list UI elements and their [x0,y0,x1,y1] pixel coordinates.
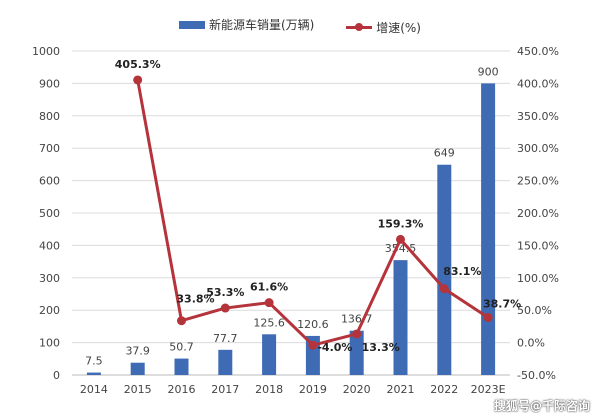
legend-swatch-bar [179,20,205,29]
line-data-label: 159.3% [378,217,424,230]
watermark: 搜狐号@千际咨询 [493,399,590,413]
bar [393,260,408,375]
y-right-tick-label: 450.0% [517,45,559,58]
bar [481,83,496,376]
x-tick-label: 2019 [299,383,327,396]
x-tick-label: 2018 [255,383,283,396]
y-right-tick-label: 100.0% [517,272,559,285]
x-tick-label: 2017 [211,383,239,396]
y-right-tick-label: 300.0% [517,142,559,155]
line-point [439,284,449,294]
x-tick-label: 2016 [168,383,196,396]
line-point [264,298,274,308]
line-point [308,340,318,350]
bar-data-label: 77.7 [213,332,238,345]
y-left-tick-label: 300 [39,272,60,285]
y-right-tick-label: 150.0% [517,239,559,252]
line-data-label: 61.6% [250,281,288,294]
y-left-tick-label: 0 [53,369,60,382]
bar-data-label: 120.6 [297,318,329,331]
bar [262,334,277,375]
bar-data-label: 50.7 [169,341,194,354]
bar-data-label: 7.5 [85,355,103,368]
line-point [483,313,493,323]
x-tick-label: 2022 [430,383,458,396]
y-right-tick-label: -50.0% [517,369,556,382]
line-data-label: 53.3% [206,286,244,299]
legend-swatch-line [346,22,373,31]
y-left-tick-label: 900 [39,77,60,90]
y-left-tick-label: 600 [39,175,60,188]
line-data-label: 83.1% [443,265,481,278]
legend: 新能源车销量(万辆) 增速(%) [0,16,600,36]
x-tick-label: 2023E [471,383,506,396]
line-data-label: 13.3% [362,341,400,354]
x-tick-label: 2015 [124,383,152,396]
y-left-tick-label: 400 [39,239,60,252]
bar [349,330,364,375]
y-left-tick-label: 200 [39,304,60,317]
legend-label-sales: 新能源车销量(万辆) [209,18,315,32]
bar-data-label: 900 [478,65,499,78]
line-point [220,303,230,313]
y-left-tick-label: 800 [39,110,60,123]
line-data-label: -4.0% [317,341,352,354]
bar-data-label: 649 [434,147,455,160]
line-data-label: 405.3% [115,58,161,71]
y-right-tick-label: 400.0% [517,77,559,90]
line-point [352,329,362,339]
legend-item-growth: 增速(%) [346,19,421,36]
bar [130,362,145,375]
line-point [177,316,186,326]
line-data-label: 38.7% [483,298,521,311]
x-tick-label: 2021 [387,383,415,396]
y-left-tick-label: 500 [39,207,60,220]
y-left-tick-label: 700 [39,142,60,155]
y-left-tick-label: 1000 [32,45,60,58]
bar [86,372,101,375]
y-right-tick-label: 50.0% [517,304,552,317]
bar-data-label: 136.7 [341,313,373,326]
x-tick-label: 2014 [80,383,108,396]
y-right-tick-label: 250.0% [517,175,559,188]
bar-data-label: 37.9 [125,345,150,358]
bar [218,349,233,375]
line-point [133,75,143,85]
y-right-tick-label: 200.0% [517,207,559,220]
line-data-label: 33.8% [176,293,214,306]
y-right-tick-label: 0.0% [517,337,545,350]
bar [437,164,452,375]
y-right-tick-label: 350.0% [517,110,559,123]
legend-item-sales: 新能源车销量(万辆) [179,16,314,33]
legend-label-growth: 增速(%) [376,20,421,35]
bar-data-label: 354.5 [385,242,417,255]
bar-data-label: 125.6 [253,316,285,329]
x-tick-label: 2020 [343,383,371,396]
y-left-tick-label: 100 [39,337,60,350]
bar [174,358,189,375]
line-point [396,234,405,244]
